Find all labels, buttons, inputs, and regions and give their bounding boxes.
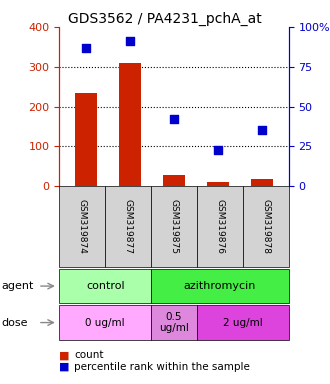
Text: agent: agent [2,281,34,291]
Bar [163,175,185,186]
Text: GSM319874: GSM319874 [78,199,87,254]
Point [172,116,177,122]
Text: GSM319878: GSM319878 [261,199,270,254]
Text: dose: dose [2,318,28,328]
Text: control: control [86,281,125,291]
Point [127,38,133,44]
Bar [251,179,273,186]
Point [83,45,88,51]
Point [215,147,221,153]
Text: GSM319877: GSM319877 [124,199,133,254]
Point [260,127,265,134]
Text: percentile rank within the sample: percentile rank within the sample [74,362,250,372]
Bar [207,182,229,186]
Bar [75,93,97,186]
Bar [119,63,141,186]
Text: count: count [74,350,104,360]
Text: azithromycin: azithromycin [184,281,256,291]
Text: GDS3562 / PA4231_pchA_at: GDS3562 / PA4231_pchA_at [68,12,262,26]
Text: 2 ug/ml: 2 ug/ml [223,318,263,328]
Text: 0 ug/ml: 0 ug/ml [85,318,125,328]
Text: 0.5
ug/ml: 0.5 ug/ml [159,312,189,333]
Text: GSM319876: GSM319876 [215,199,224,254]
Text: ■: ■ [59,350,70,360]
Text: GSM319875: GSM319875 [170,199,179,254]
Text: ■: ■ [59,362,70,372]
